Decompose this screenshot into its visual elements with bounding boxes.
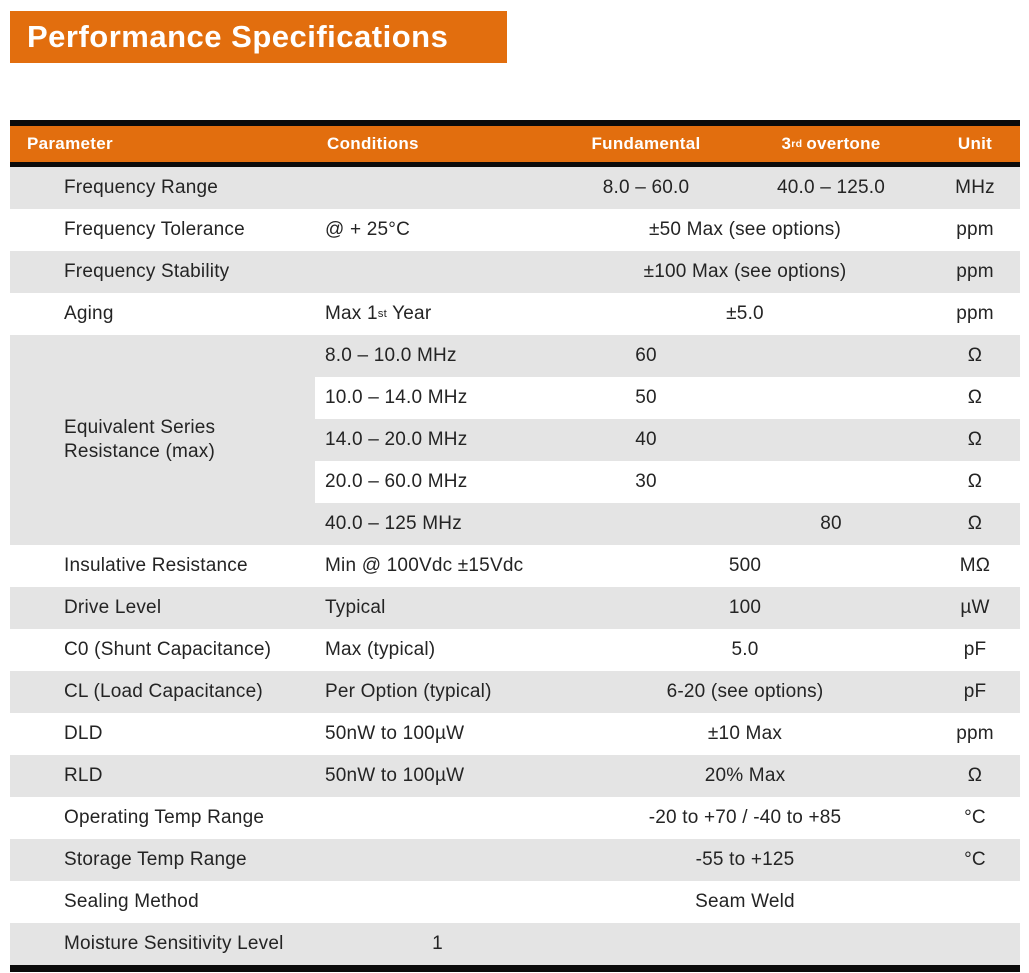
cell-conditions-row9: 40.0 – 125 MHz [315, 503, 560, 545]
cell-fundamental-row7: 40 [560, 419, 732, 461]
cell-conditions-row11: Typical [315, 587, 560, 629]
cell-combined-value-row12: 5.0 [731, 639, 759, 660]
esr-group-label-line2: Resistance (max) [64, 441, 216, 462]
cell-unit-row12: pF [963, 639, 987, 660]
table-header-rule [10, 162, 1020, 167]
cell-combined-value-row17: -55 to +125 [560, 839, 930, 881]
cell-combined-value-row15: 20% Max [560, 755, 930, 797]
cell-unit-row1: MHz [930, 167, 1020, 209]
cell-conditions-row6: 10.0 – 14.0 MHz [325, 387, 468, 408]
cell-parameter-row19: Moisture Sensitivity Level [10, 923, 315, 965]
cell-fundamental-row1: 8.0 – 60.0 [560, 167, 732, 209]
cell-conditions-row13: Per Option (typical) [315, 671, 560, 713]
column-header-fundamental: Fundamental [591, 134, 701, 153]
cell-parameter-row18: Sealing Method [64, 891, 199, 912]
cell-conditions-row7: 14.0 – 20.0 MHz [315, 419, 560, 461]
cell-conditions-row12: Max (typical) [325, 639, 436, 660]
table-top-rule [10, 120, 1020, 126]
cell-conditions-row17 [315, 839, 560, 881]
page-title: Performance Specifications [27, 19, 449, 54]
cell-overtone-row19 [732, 923, 930, 965]
cell-unit-row13: pF [930, 671, 1020, 713]
cell-unit-row10: MΩ [959, 555, 991, 576]
cell-combined-value-row4: ±5.0 [726, 303, 764, 324]
cell-fundamental-row6: 50 [635, 387, 657, 408]
cell-combined-value-row13: 6-20 (see options) [560, 671, 930, 713]
cell-conditions-row10: Min @ 100Vdc ±15Vdc [325, 555, 524, 576]
cell-parameter-row2: Frequency Tolerance [64, 219, 245, 240]
cell-combined-value-row3: ±100 Max (see options) [560, 251, 930, 293]
cell-conditions-row8: 20.0 – 60.0 MHz [325, 471, 468, 492]
title-banner: Performance Specifications [10, 11, 507, 63]
table-bottom-rule [10, 965, 1020, 972]
cell-unit-row19 [930, 923, 1020, 965]
cell-parameter-row1: Frequency Range [10, 167, 315, 209]
cell-conditions-row18 [315, 881, 560, 923]
cell-parameter-row13: CL (Load Capacitance) [10, 671, 315, 713]
cell-unit-row16: °C [964, 807, 986, 828]
cell-combined-value-row18: Seam Weld [695, 891, 795, 912]
cell-conditions-row15: 50nW to 100µW [315, 755, 560, 797]
esr-group-label-line1: Equivalent Series [64, 416, 216, 438]
cell-parameter-row3: Frequency Stability [10, 251, 315, 293]
cell-parameter-row4: Aging [64, 303, 114, 324]
cell-conditions-row14: 50nW to 100µW [325, 723, 465, 744]
table-body: Frequency Range 8.0 – 60.0 40.0 – 125.0 MHz… [10, 167, 1020, 965]
cell-unit-row8: Ω [967, 471, 983, 492]
cell-overtone-row6 [732, 377, 930, 419]
cell-unit-row4: ppm [956, 303, 994, 324]
cell-conditions-row2: @ + 25°C [325, 219, 410, 240]
cell-combined-value-row16: -20 to +70 / -40 to +85 [648, 807, 842, 828]
cell-conditions-row16 [315, 797, 560, 839]
cell-parameter-row17: Storage Temp Range [10, 839, 315, 881]
cell-conditions-row19: 1 [315, 923, 560, 965]
cell-overtone-row9: 80 [732, 503, 930, 545]
cell-conditions-row3 [315, 251, 560, 293]
cell-unit-row14: ppm [956, 723, 994, 744]
cell-unit-row11: µW [930, 587, 1020, 629]
cell-fundamental-row9 [560, 503, 732, 545]
cell-overtone-row5 [732, 335, 930, 377]
overtone-base: 3 [781, 134, 792, 153]
column-header-parameter: Parameter [27, 134, 113, 153]
cell-unit-row6: Ω [967, 387, 983, 408]
cell-unit-row5: Ω [930, 335, 1020, 377]
cell-combined-value-row11: 100 [560, 587, 930, 629]
cell-combined-value-row10: 500 [728, 555, 762, 576]
cell-parameter-row15: RLD [10, 755, 315, 797]
cell-conditions-row5: 8.0 – 10.0 MHz [315, 335, 560, 377]
cell-overtone-row8 [732, 461, 930, 503]
cell-fundamental-row8: 30 [635, 471, 657, 492]
cell-unit-row3: ppm [930, 251, 1020, 293]
cell-combined-value-row14: ±10 Max [707, 723, 783, 744]
cell-parameter-row14: DLD [64, 723, 103, 744]
cell-overtone-row7 [732, 419, 930, 461]
cell-unit-row9: Ω [930, 503, 1020, 545]
conditions-text-part: Year [387, 303, 432, 324]
cell-parameter-row12: C0 (Shunt Capacitance) [64, 639, 272, 660]
conditions-text-part: Max 1 [325, 303, 378, 324]
cell-parameter-esr-group: Equivalent Series Resistance (max) [10, 335, 315, 545]
overtone-word: overtone [806, 134, 881, 153]
cell-combined-value-row2: ±50 Max (see options) [648, 219, 842, 240]
cell-parameter-row16: Operating Temp Range [64, 807, 265, 828]
cell-unit-row17: °C [930, 839, 1020, 881]
column-header-unit: Unit [957, 134, 993, 153]
esr-group-label: Equivalent Series Resistance (max) [64, 416, 215, 465]
cell-unit-row7: Ω [930, 419, 1020, 461]
cell-parameter-row10: Insulative Resistance [64, 555, 248, 576]
cell-parameter-row11: Drive Level [10, 587, 315, 629]
cell-unit-row15: Ω [930, 755, 1020, 797]
cell-unit-row2: ppm [956, 219, 994, 240]
column-header-conditions: Conditions [327, 134, 419, 153]
cell-unit-row18 [930, 881, 1020, 923]
cell-conditions-row1 [315, 167, 560, 209]
cell-fundamental-row5: 60 [560, 335, 732, 377]
cell-overtone-row1: 40.0 – 125.0 [732, 167, 930, 209]
cell-fundamental-row19 [560, 923, 732, 965]
